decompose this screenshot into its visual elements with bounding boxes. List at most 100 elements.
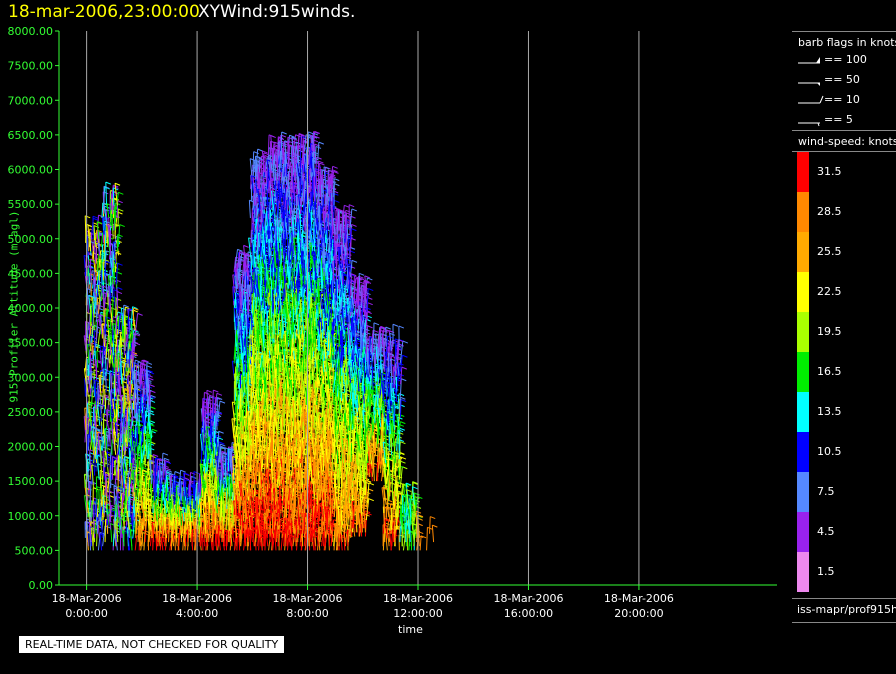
wind-barb [115,406,119,422]
wind-barb [237,457,239,476]
wind-barb-feather [146,361,153,365]
wind-barb [108,513,112,530]
wind-barb [84,474,86,489]
wind-barb [120,432,124,451]
wind-barb-feather [114,182,121,186]
wind-barb [119,510,121,526]
wind-barb-feather [119,510,125,514]
wind-barb [241,347,243,364]
wind-barb [104,273,108,293]
chart-date-title: 18-mar-2006,23:00:00 [8,2,200,22]
wind-barb [107,349,110,364]
wind-barb [84,215,87,239]
wind-barb [104,473,108,497]
wind-barb [116,504,119,522]
wind-barb [102,525,106,547]
wind-barb [90,431,94,451]
wind-barb [109,319,113,343]
wind-barb [101,244,104,260]
wind-barb [89,449,92,472]
wind-barb [141,360,145,381]
wind-barb-feather [143,432,150,436]
wind-barb [120,459,124,476]
wind-barb [94,230,98,248]
wind-barb [168,473,172,497]
wind-barb [258,158,261,173]
wind-barb [236,536,239,551]
wind-barb-feather [180,469,186,473]
wind-barb [102,368,104,385]
wind-barb [142,509,146,530]
wind-barb [96,350,99,368]
wind-barb [123,401,126,418]
wind-barb [183,472,186,493]
wind-barb [117,375,121,397]
wind-barb [136,503,141,526]
wind-barb [146,422,149,443]
wind-barb [132,470,136,493]
wind-barb [147,443,150,459]
wind-barb [100,481,103,497]
wind-barb [98,259,102,281]
wind-barb [178,507,182,530]
wind-barb [113,460,117,476]
wind-barb [102,345,105,368]
wind-barb [95,319,99,339]
wind-barb [174,524,178,543]
wind-barb [105,453,110,476]
wind-barb [117,353,120,368]
wind-barb-feather [92,252,99,256]
wind-barb [142,359,147,381]
wind-barb-feather [86,265,93,269]
wind-barb-feather [243,244,249,248]
wind-barb-feather [115,422,121,426]
wind-barb [148,459,153,480]
wind-barb [135,469,138,484]
wind-barb [162,516,165,538]
wind-barb [102,500,105,518]
wind-barb [88,334,92,351]
wind-barb-feather [128,319,134,323]
wind-barb [116,339,119,360]
wind-barb [108,286,112,310]
wind-barb [88,522,92,543]
wind-barb [83,255,87,277]
wind-barb [97,304,101,327]
wind-barb [96,329,101,351]
wind-barb [132,453,136,468]
wind-barb [147,499,151,518]
wind-barb [98,250,102,268]
wind-barb [101,489,104,505]
wind-barb [108,491,112,514]
wind-barb [98,489,101,513]
wind-barb [130,529,133,551]
wind-barb-feather [103,258,110,262]
wind-barb [149,504,152,522]
wind-barb [102,450,105,472]
wind-barb [104,250,107,268]
wind-barb [87,236,89,256]
wind-barb [144,472,147,489]
wind-barb-feather [148,377,154,381]
wind-barb [205,398,208,414]
wind-barb [89,481,92,501]
wind-barb [146,468,148,493]
wind-barb [117,395,120,410]
wind-barb-feather [108,513,115,517]
wind-barb [127,522,130,538]
wind-barb-feather [116,319,122,323]
wind-barb [92,270,95,285]
wind-barb [134,426,138,443]
wind-barb-feather [164,457,170,461]
wind-barb-feather [148,442,155,446]
wind-barb-feather [159,462,165,466]
wind-barb [161,536,164,551]
wind-barb [164,506,167,522]
wind-barb [95,359,98,381]
wind-barb [86,323,89,339]
wind-barb-feather [219,400,226,404]
wind-barb [111,347,115,364]
wind-barb-feather [190,508,197,512]
wind-barb [113,515,116,538]
wind-barb [93,292,96,314]
